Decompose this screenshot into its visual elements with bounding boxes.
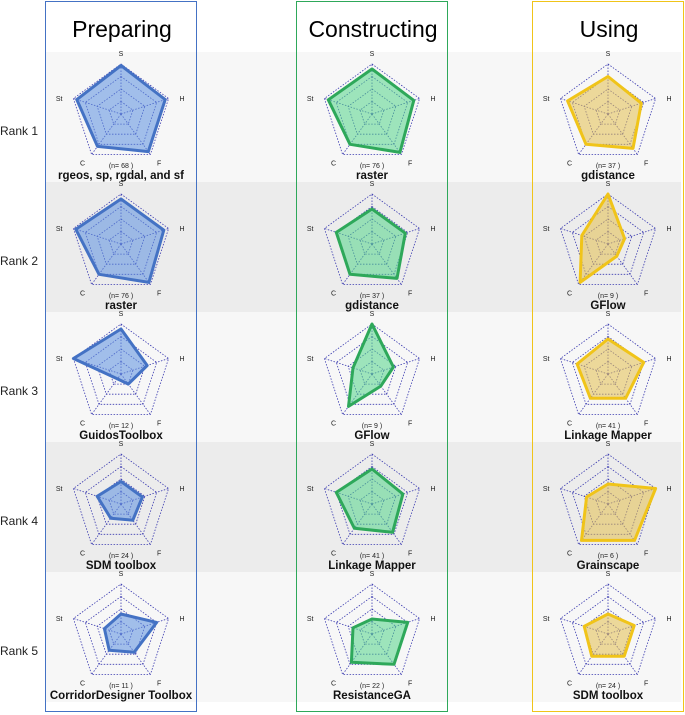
column-title-preparing: Preparing <box>72 16 172 42</box>
column-constructing: Constructing <box>296 1 448 712</box>
column-title-using: Using <box>579 16 639 42</box>
column-using: Using <box>532 1 684 712</box>
rank-label: Rank 1 <box>0 124 39 138</box>
rank-label: Rank 4 <box>0 514 39 528</box>
column-title-constructing: Constructing <box>308 16 438 42</box>
column-preparing: Preparing <box>45 1 197 712</box>
rank-label: Rank 2 <box>0 254 39 268</box>
rank-label: Rank 3 <box>0 384 39 398</box>
rank-label: Rank 5 <box>0 644 39 658</box>
